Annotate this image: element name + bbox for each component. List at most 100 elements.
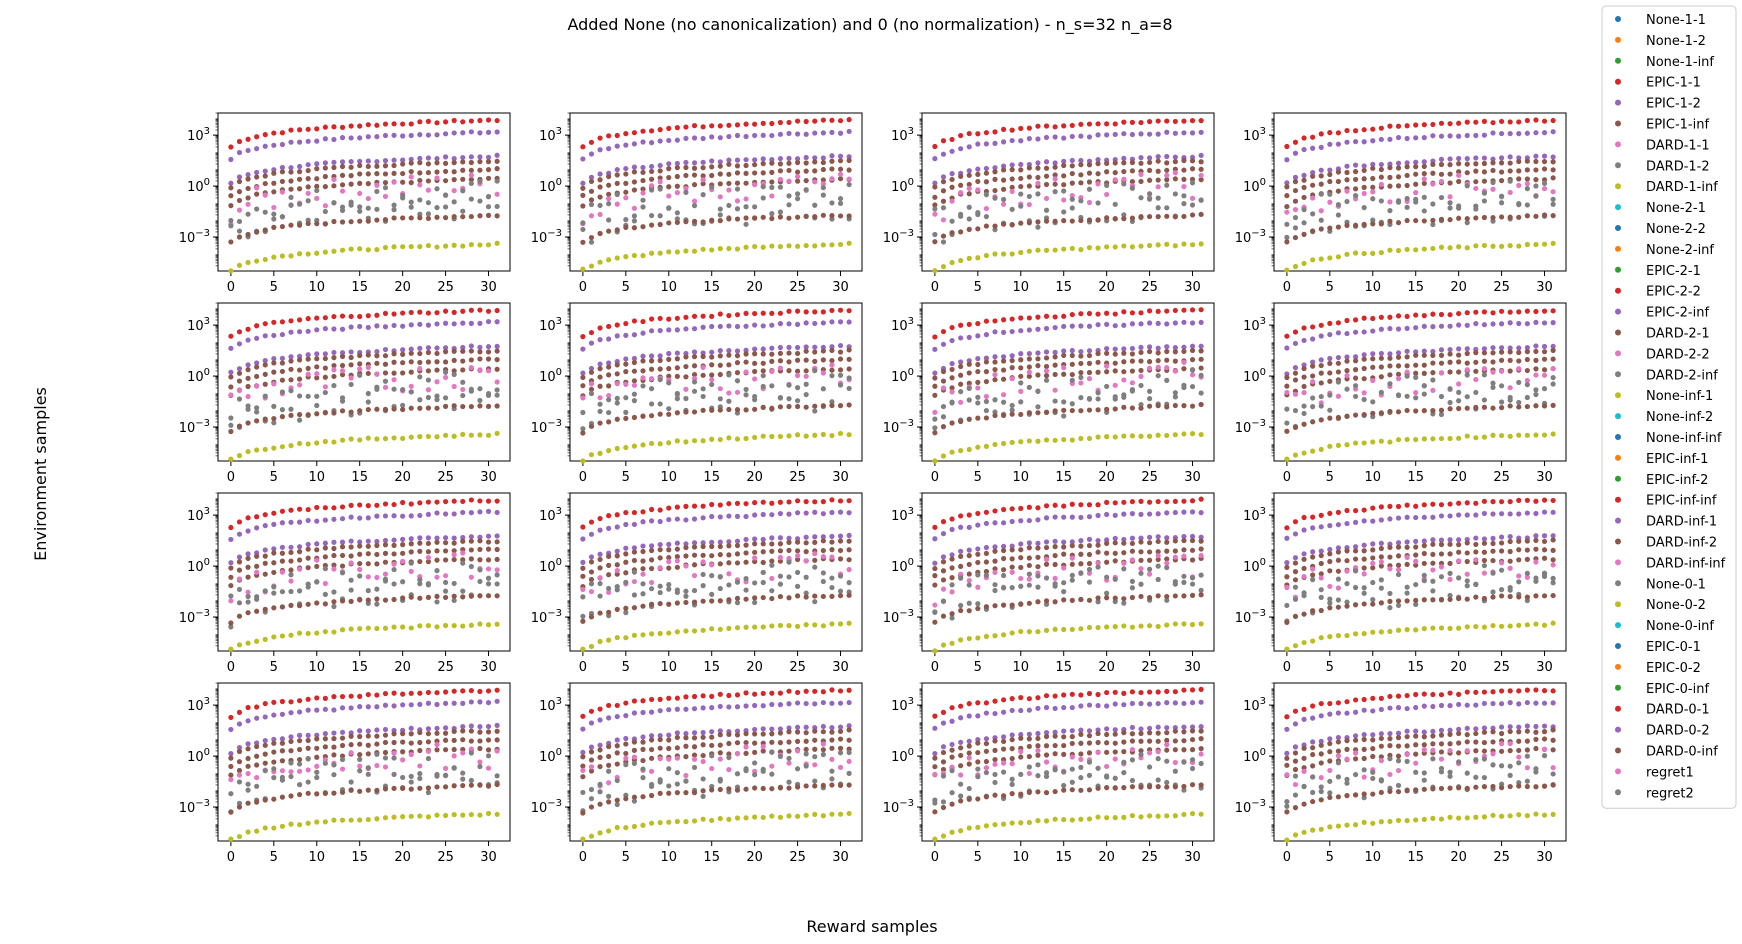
data-point xyxy=(966,635,972,642)
data-point xyxy=(769,588,775,594)
data-point xyxy=(417,132,423,138)
data-point xyxy=(425,211,432,217)
data-point xyxy=(279,178,286,185)
data-point xyxy=(1155,168,1161,174)
data-point xyxy=(760,624,766,630)
data-point xyxy=(1000,358,1007,364)
data-point xyxy=(1009,506,1015,512)
data-point xyxy=(451,368,457,374)
data-point xyxy=(322,505,328,511)
data-point xyxy=(1387,208,1393,214)
data-point xyxy=(640,353,646,359)
data-point xyxy=(786,499,792,505)
data-point xyxy=(1335,169,1342,175)
data-point xyxy=(254,514,260,520)
data-point xyxy=(786,595,792,601)
data-point xyxy=(365,313,371,319)
x-tick-label: 0 xyxy=(931,280,939,295)
data-point xyxy=(657,138,663,144)
data-point xyxy=(442,594,449,601)
data-point xyxy=(657,127,663,133)
data-point xyxy=(648,547,655,554)
data-point xyxy=(674,410,680,416)
data-point xyxy=(683,386,689,392)
data-point xyxy=(1490,380,1496,386)
data-point xyxy=(296,329,303,335)
data-point xyxy=(614,180,620,187)
data-point xyxy=(794,368,801,374)
data-point xyxy=(296,440,303,447)
data-point xyxy=(1189,343,1196,349)
data-point xyxy=(940,598,947,605)
data-point xyxy=(1009,222,1015,228)
data-point xyxy=(803,574,809,580)
data-point xyxy=(271,254,277,260)
data-point xyxy=(752,368,758,375)
data-point xyxy=(1018,365,1024,371)
data-point xyxy=(1000,506,1007,513)
data-point xyxy=(1318,357,1324,363)
data-point xyxy=(314,541,320,547)
data-point xyxy=(1086,170,1093,176)
data-point xyxy=(1327,320,1333,327)
data-point xyxy=(1104,215,1110,221)
data-point xyxy=(829,593,835,599)
data-point xyxy=(339,504,346,510)
data-point xyxy=(683,409,689,415)
data-point xyxy=(1378,355,1384,361)
data-point xyxy=(1061,514,1067,520)
data-point xyxy=(434,345,440,351)
data-point xyxy=(666,406,672,412)
data-point xyxy=(640,509,646,515)
data-point xyxy=(485,622,492,628)
data-point xyxy=(271,170,277,176)
data-point xyxy=(271,445,277,451)
data-point xyxy=(1541,212,1548,218)
data-point xyxy=(365,122,371,128)
data-point xyxy=(1026,373,1032,379)
data-point xyxy=(700,181,706,187)
data-point xyxy=(339,188,346,194)
data-point xyxy=(1352,162,1359,168)
data-point xyxy=(228,203,234,209)
data-point xyxy=(992,366,998,373)
data-point xyxy=(820,547,826,554)
data-point xyxy=(631,355,638,362)
data-point xyxy=(494,403,500,409)
data-point xyxy=(425,187,432,193)
data-point xyxy=(1490,120,1496,126)
data-point xyxy=(442,192,449,198)
data-point xyxy=(803,499,809,505)
data-point xyxy=(837,153,844,159)
data-point xyxy=(1189,320,1196,326)
data-point xyxy=(1121,160,1127,166)
data-point xyxy=(846,176,852,182)
data-point xyxy=(494,509,500,516)
data-point xyxy=(829,533,835,540)
data-point xyxy=(966,181,972,188)
data-point xyxy=(709,172,715,179)
data-point xyxy=(983,130,990,136)
data-point xyxy=(1421,180,1427,187)
data-point xyxy=(1164,205,1170,211)
data-point xyxy=(820,553,826,560)
data-point xyxy=(339,516,346,522)
data-point xyxy=(400,310,406,316)
data-point xyxy=(391,359,397,365)
data-point xyxy=(803,534,809,540)
data-point xyxy=(1189,372,1196,378)
data-point xyxy=(1456,155,1462,162)
data-point xyxy=(700,386,706,392)
data-point xyxy=(1086,179,1093,185)
data-point xyxy=(975,605,981,612)
axes-frame xyxy=(921,302,1215,462)
data-point xyxy=(1507,154,1513,160)
data-point xyxy=(769,433,775,440)
data-point xyxy=(468,403,474,410)
data-point xyxy=(408,513,414,519)
data-point xyxy=(803,368,809,374)
data-point xyxy=(1292,179,1299,185)
data-point xyxy=(657,411,663,417)
data-point xyxy=(254,373,260,380)
data-point xyxy=(837,573,844,579)
